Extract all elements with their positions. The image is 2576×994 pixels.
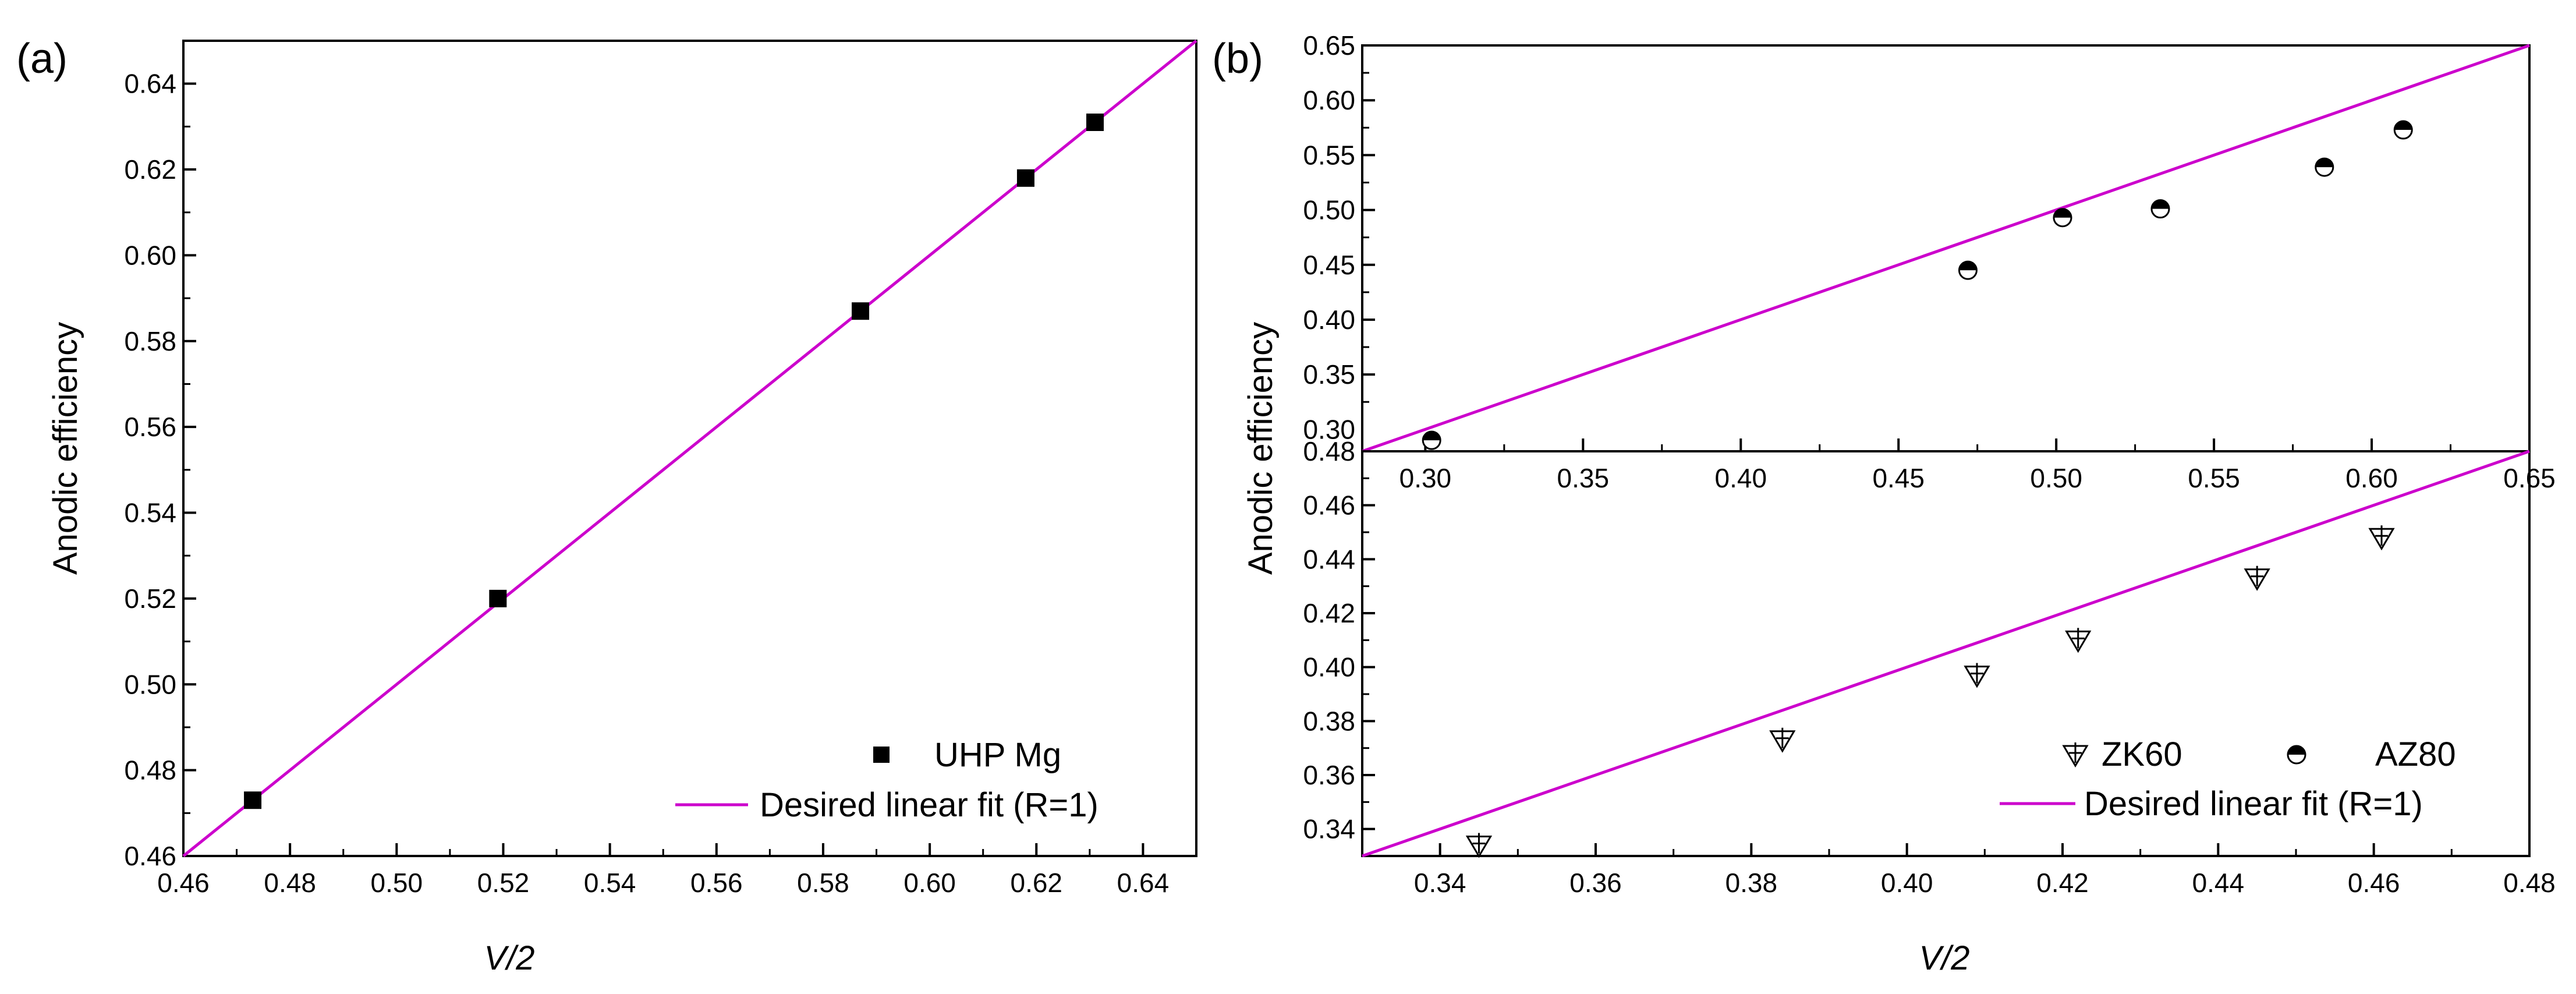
fit-line [182, 40, 1197, 857]
plot-a: 0.46 0.48 0.50 0.52 0.54 0.56 0.58 0.60 0.62 0.64… [124, 40, 1197, 898]
x-axis-label-a: V/2 [484, 939, 534, 977]
data-point [2150, 199, 2170, 219]
x-tick-label: 0.58 [797, 868, 849, 898]
x-tick-label: 0.60 [2345, 463, 2398, 493]
y-tick-label: 0.34 [1303, 814, 1355, 844]
x-tick-label: 0.46 [2348, 868, 2400, 898]
y-tick-label: 0.52 [124, 583, 176, 614]
y-tick-label: 0.40 [1303, 652, 1355, 682]
x-tick-label: 0.38 [1725, 868, 1778, 898]
fit-line [1362, 450, 2530, 858]
panel-b-label: (b) [1212, 36, 1263, 82]
data-point [2315, 157, 2334, 177]
y-tick-label: 0.64 [124, 69, 176, 99]
x-tick-label: 0.42 [2036, 868, 2089, 898]
data-point [1016, 169, 1034, 187]
legend-label-fit-b: Desired linear fit (R=1) [2084, 785, 2423, 823]
data-point [1422, 430, 1441, 450]
y-tick-label: 0.56 [124, 412, 176, 442]
x-tick-label: 0.48 [2503, 868, 2556, 898]
y-axis-label-b: Anodic efficiency [1242, 322, 1280, 575]
y-tick-label: 0.40 [1303, 305, 1355, 335]
x-tick-label: 0.60 [903, 868, 956, 898]
y-tick-label: 0.38 [1303, 706, 1355, 736]
x-tick-label: 0.40 [1715, 463, 1767, 493]
y-tick-label: 0.42 [1303, 598, 1355, 628]
y-tick-label: 0.48 [124, 755, 176, 786]
x-tick-label: 0.34 [1414, 868, 1466, 898]
legend-zk60-glyph [2062, 742, 2089, 767]
y-tick-label: 0.46 [1303, 490, 1355, 521]
data-point [2393, 120, 2413, 140]
x-tick-label: 0.62 [1010, 868, 1062, 898]
x-tick-label: 0.55 [2188, 463, 2240, 493]
x-axis-label-b: V/2 [1919, 939, 1969, 977]
y-tick-label: 0.30 [1303, 414, 1355, 444]
data-point [489, 589, 507, 607]
x-tick-label: 0.64 [1117, 868, 1170, 898]
legend-marker-az80 [2287, 745, 2306, 765]
panel-a-label: (a) [16, 36, 68, 82]
y-tick-label: 0.58 [124, 326, 176, 356]
y-tick-label: 0.48 [1303, 436, 1355, 466]
data-point [852, 302, 870, 320]
x-tick-label: 0.36 [1569, 868, 1622, 898]
y-tick-label: 0.62 [124, 154, 176, 185]
x-tick-label: 0.40 [1881, 868, 1933, 898]
x-tick-label: 0.52 [477, 868, 530, 898]
fit-line [1362, 44, 2530, 453]
legend-marker-uhp [873, 747, 890, 763]
x-tick-label: 0.50 [371, 868, 423, 898]
x-tick-label: 0.48 [264, 868, 316, 898]
data-point [1769, 727, 1796, 753]
y-tick-label: 0.60 [1303, 85, 1355, 115]
plot-b-upper: 0.30 0.35 0.40 0.45 0.50 0.55 0.60 0.65 0.30 0.35… [1303, 30, 2555, 493]
plot-frame [1361, 450, 2531, 857]
legend-az80-glyph [2287, 745, 2306, 765]
legend-label-fit-a: Desired linear fit (R=1) [760, 786, 1099, 824]
x-tick-label: 0.30 [1399, 463, 1452, 493]
plot-b-lower: 0.34 0.36 0.38 0.40 0.42 0.44 0.46 0.48 0.34 0.36… [1303, 436, 2555, 898]
panel-b: (b) 0.30 0.35 0.40 0.45 0.50 0.55 0.60 0.650.30… [1212, 30, 2556, 977]
y-tick-label: 0.45 [1303, 250, 1355, 280]
data-point [244, 791, 262, 809]
data-point [2368, 525, 2395, 551]
data-point [2244, 565, 2270, 591]
x-tick-label: 0.44 [2192, 868, 2245, 898]
x-tick-label: 0.45 [1872, 463, 1925, 493]
legend-a: UHP Mg Desired linear fit (R=1) [675, 736, 1099, 824]
y-axis-label-a: Anodic efficiency [47, 322, 84, 575]
y-tick-label: 0.65 [1303, 30, 1355, 61]
panel-a: (a) 0.46 0.48 0.50 0.52 0.54 0.56 0.58 0.60 0.62… [16, 36, 1197, 977]
y-tick-label: 0.50 [124, 669, 176, 699]
y-tick-label: 0.36 [1303, 760, 1355, 790]
y-tick-label: 0.35 [1303, 359, 1355, 390]
y-tick-label: 0.54 [124, 498, 176, 528]
data-point [1958, 260, 1978, 280]
legend-label-zk60: ZK60 [2102, 735, 2182, 773]
x-tick-label: 0.46 [157, 868, 210, 898]
legend-label-uhp: UHP Mg [934, 736, 1061, 774]
x-tick-label: 0.56 [690, 868, 743, 898]
data-point [2053, 208, 2072, 228]
y-tick-label: 0.44 [1303, 544, 1355, 574]
y-tick-label: 0.50 [1303, 195, 1355, 225]
data-point [2065, 628, 2092, 653]
legend-b: ZK60 AZ80 Desired linear fit (R=1) [2000, 735, 2456, 823]
x-tick-label: 0.50 [2030, 463, 2082, 493]
legend-marker-zk60 [2062, 742, 2089, 767]
y-tick-label: 0.60 [124, 240, 176, 270]
x-tick-label: 0.35 [1557, 463, 1610, 493]
legend-label-az80: AZ80 [2375, 735, 2456, 773]
plot-frame [182, 40, 1197, 857]
y-tick-label: 0.55 [1303, 140, 1355, 170]
data-point [1086, 114, 1104, 131]
x-tick-label: 0.54 [584, 868, 636, 898]
y-tick-label: 0.46 [124, 841, 176, 871]
data-point [1465, 833, 1493, 858]
data-point [1964, 663, 1990, 688]
